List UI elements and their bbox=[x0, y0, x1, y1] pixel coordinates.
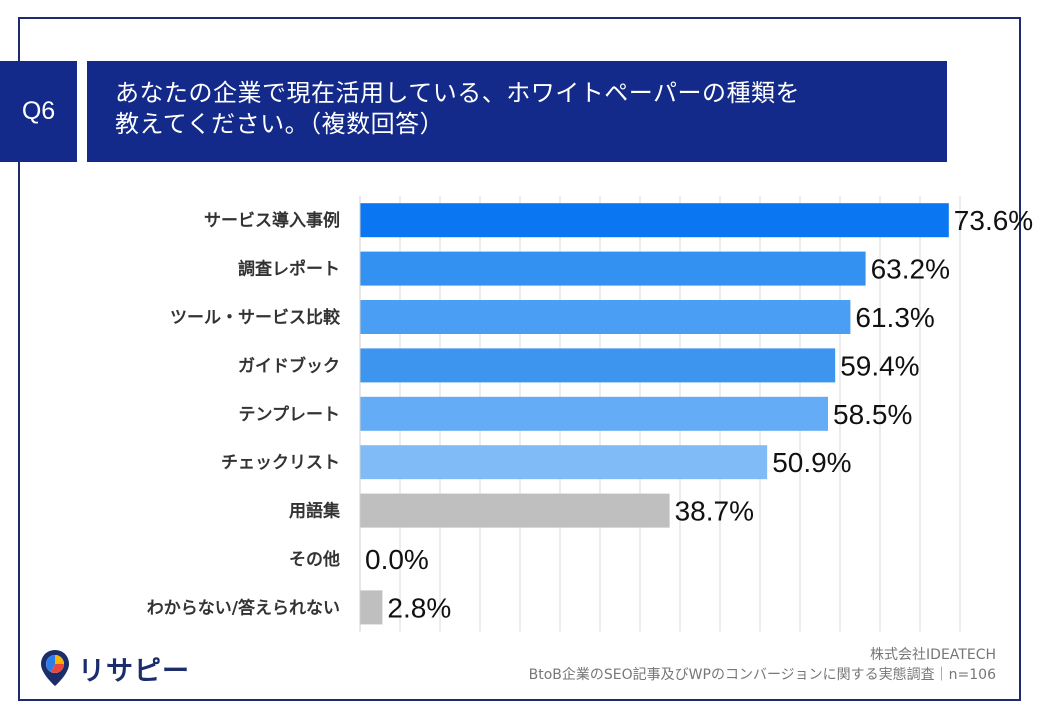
bar bbox=[360, 348, 836, 383]
data-label: 2.8% bbox=[387, 592, 451, 623]
category-label: わからない/答えられない bbox=[147, 597, 340, 618]
footer-survey-title: BtoB企業のSEO記事及びWPのコンバージョンに関する実態調査｜n=106 bbox=[528, 667, 996, 683]
category-label: チェックリスト bbox=[221, 453, 340, 473]
category-label: ツール・サービス比較 bbox=[170, 307, 341, 328]
footer-company: 株式会社IDEATECH bbox=[870, 647, 996, 663]
category-label: その他 bbox=[289, 549, 340, 570]
bar bbox=[360, 493, 670, 528]
bar bbox=[360, 396, 828, 431]
question-title-line-2: 教えてください。（複数回答） bbox=[115, 110, 445, 138]
question-number: Q6 bbox=[21, 97, 56, 125]
pin-logo-icon bbox=[41, 650, 69, 686]
category-label: ガイドブック bbox=[238, 355, 340, 376]
question-title-line-1: あなたの企業で現在活用している、ホワイトペーパーの種類を bbox=[115, 79, 801, 107]
brand-name: リサピー bbox=[78, 655, 190, 687]
data-label: 73.6% bbox=[954, 205, 1033, 236]
data-label: 50.9% bbox=[772, 447, 851, 478]
bar bbox=[360, 300, 851, 334]
category-label: 調査レポート bbox=[238, 259, 340, 280]
category-label: 用語集 bbox=[289, 501, 341, 522]
data-label: 61.3% bbox=[855, 302, 934, 333]
bar bbox=[360, 445, 768, 480]
data-label: 38.7% bbox=[675, 496, 754, 527]
bar bbox=[360, 590, 383, 625]
data-label: 59.4% bbox=[840, 350, 919, 381]
footer-credit: 株式会社IDEATECH BtoB企業のSEO記事及びWPのコンバージョンに関す… bbox=[529, 645, 996, 685]
bar bbox=[360, 251, 866, 286]
question-number-badge: Q6 bbox=[0, 61, 77, 162]
data-label: 0.0% bbox=[365, 544, 429, 575]
question-title-box: あなたの企業で現在活用している、ホワイトペーパーの種類を 教えてください。（複数… bbox=[87, 61, 947, 162]
category-label: テンプレート bbox=[239, 404, 341, 425]
brand-logo: リサピー bbox=[38, 648, 190, 688]
bar bbox=[360, 203, 949, 238]
data-label: 58.5% bbox=[833, 399, 912, 430]
category-label: サービス導入事例 bbox=[204, 210, 340, 231]
data-label: 63.2% bbox=[871, 254, 950, 285]
